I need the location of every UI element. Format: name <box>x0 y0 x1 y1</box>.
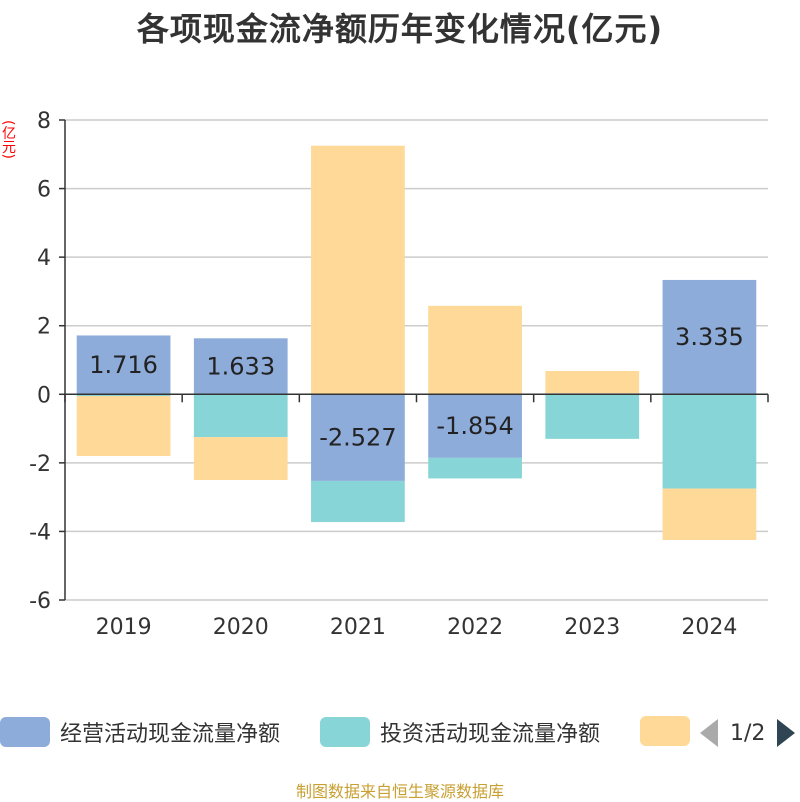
data-label-2020: 1.633 <box>206 352 275 380</box>
data-label-2024: 3.335 <box>675 323 744 351</box>
x-tick-label: 2022 <box>447 615 503 640</box>
bar-series1-2021[interactable] <box>311 480 405 523</box>
data-label-2019: 1.716 <box>89 351 158 379</box>
legend-swatch-operating <box>0 717 50 747</box>
bar-series1-2024[interactable] <box>662 394 757 489</box>
legend-pager: 1/2 <box>700 716 796 750</box>
x-tick-label: 2020 <box>213 615 269 640</box>
pager-text: 1/2 <box>730 720 766 746</box>
bar-series0-2022[interactable] <box>428 394 522 458</box>
y-tick-label: -6 <box>29 589 51 614</box>
legend-item-operating[interactable]: 经营活动现金流量净额 <box>0 716 280 748</box>
y-tick-label: 6 <box>37 178 51 203</box>
y-tick-label: 8 <box>37 109 51 134</box>
legend-label-operating: 经营活动现金流量净额 <box>60 722 281 747</box>
y-tick-label: 0 <box>37 383 51 408</box>
bar-series2-2023[interactable] <box>545 370 640 394</box>
x-tick-label: 2019 <box>96 615 152 640</box>
bar-series1-2023[interactable] <box>545 394 640 439</box>
legend-item-third[interactable] <box>640 716 690 746</box>
pager-next-icon[interactable] <box>777 719 796 747</box>
x-tick-label: 2024 <box>681 615 737 640</box>
bar-series2-2019[interactable] <box>76 396 171 456</box>
x-tick-label: 2021 <box>330 615 386 640</box>
legend-swatch-investing <box>320 717 370 747</box>
y-tick-label: -4 <box>29 520 51 545</box>
bar-series2-2021[interactable] <box>311 145 405 395</box>
bar-series2-2020[interactable] <box>193 437 288 480</box>
data-label-2021: -2.527 <box>319 424 396 452</box>
bar-chart: 8 6 4 2 0 -2 -4 -6 1.716 1.633 -2.527 -1.854 3.335 20… <box>29 109 769 640</box>
data-label-2022: -1.854 <box>436 412 513 440</box>
legend-item-investing[interactable]: 投资活动现金流量净额 <box>320 716 600 748</box>
legend-swatch-third <box>640 716 690 746</box>
y-tick-label: 2 <box>37 315 51 340</box>
pager-prev-icon[interactable] <box>700 719 718 747</box>
y-tick-label: -2 <box>29 452 51 477</box>
bar-series1-2019[interactable] <box>76 394 171 396</box>
chart-title: 各项现金流净额历年变化情况(亿元) <box>136 10 664 48</box>
source-note: 制图数据来自恒生聚源数据库 <box>295 782 504 801</box>
bar-series1-2022[interactable] <box>428 457 522 479</box>
bar-series2-2022[interactable] <box>428 305 522 395</box>
bar-series2-2024[interactable] <box>662 488 757 540</box>
bar-series0-2024[interactable] <box>662 279 757 395</box>
bar-series1-2020[interactable] <box>193 394 288 438</box>
bar-series0-2021[interactable] <box>311 394 405 481</box>
legend: 经营活动现金流量净额 投资活动现金流量净额 1/2 <box>0 716 800 756</box>
x-tick-label: 2023 <box>564 615 620 640</box>
y-tick-label: 4 <box>37 246 51 271</box>
bar-series0-2020[interactable] <box>193 338 288 395</box>
y-axis-unit: (亿元) <box>0 120 16 159</box>
legend-label-investing: 投资活动现金流量净额 <box>380 722 601 747</box>
bar-series0-2019[interactable] <box>76 335 171 395</box>
